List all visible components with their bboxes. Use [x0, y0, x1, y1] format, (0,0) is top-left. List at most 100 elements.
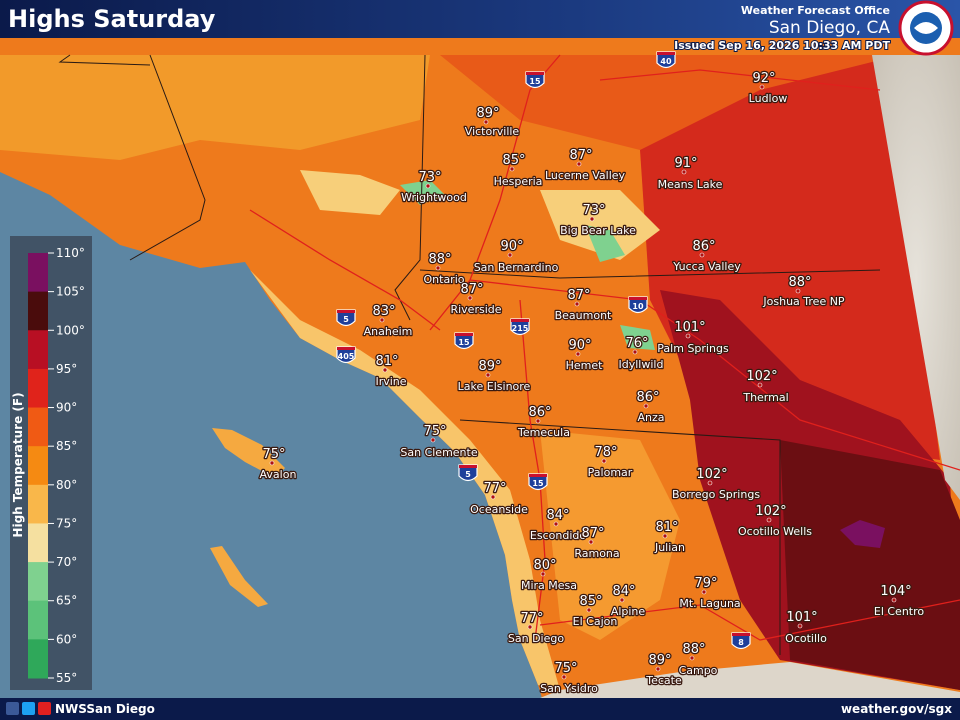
city-temp: 80°	[533, 558, 556, 573]
city-name: Yucca Valley	[672, 260, 741, 273]
highway-shield	[731, 632, 751, 650]
youtube-icon	[38, 702, 51, 715]
legend-label: 100°	[56, 323, 85, 337]
highway-number: 10	[632, 302, 644, 311]
city-temp: 78°	[594, 445, 617, 460]
city-dot	[490, 494, 496, 500]
city-dot	[586, 607, 592, 613]
city-dot	[655, 666, 661, 672]
city-name: Mira Mesa	[521, 579, 577, 592]
city-temp: 83°	[372, 304, 395, 319]
city-name: Anza	[637, 411, 664, 424]
city-name: El Centro	[874, 605, 925, 618]
county-line	[129, 54, 206, 261]
field-coolest	[400, 180, 655, 350]
city-name: Wrightwood	[401, 191, 467, 204]
city-name: Temecula	[517, 426, 570, 439]
highway-shield-top	[657, 52, 675, 55]
legend-label: 95°	[56, 362, 77, 376]
city-temp: 81°	[655, 520, 678, 535]
city-temp: 89°	[476, 106, 499, 121]
legend-label: 110°	[56, 246, 85, 260]
highway-shield	[528, 473, 548, 491]
county-line	[419, 269, 881, 279]
city-name: Ocotillo Wells	[738, 525, 812, 538]
city-dot	[685, 333, 691, 339]
county-line	[459, 419, 781, 655]
city-name: Hesperia	[494, 175, 543, 188]
legend-label: 60°	[56, 632, 77, 646]
highway-number: 5	[343, 315, 349, 324]
catalina-island	[212, 428, 285, 478]
highway-shield-top	[629, 297, 647, 300]
city-name: San Ysidro	[540, 682, 598, 695]
legend-swatch	[28, 562, 48, 602]
county-line	[394, 54, 426, 321]
header-title: Highs Saturday	[8, 5, 216, 33]
san-clemente-island	[210, 546, 268, 607]
footer-bar	[0, 698, 960, 720]
city-name: Lake Elsinore	[458, 380, 531, 393]
city-name: Means Lake	[658, 178, 723, 191]
city-temp: 102°	[755, 504, 786, 519]
city-dot	[269, 460, 275, 466]
county-lines	[58, 54, 881, 655]
city-dot	[681, 169, 687, 175]
city-temp: 89°	[478, 359, 501, 374]
city-dot	[759, 84, 765, 90]
highway-number: 405	[338, 352, 355, 361]
city-temp: 101°	[674, 320, 705, 335]
legend-swatch	[28, 253, 48, 293]
city-name: Ontario	[424, 273, 465, 286]
highway-shield	[510, 318, 530, 336]
city-dot	[435, 265, 441, 271]
highway-shield-top	[732, 633, 750, 636]
city-dot	[891, 597, 897, 603]
city-temp: 85°	[579, 594, 602, 609]
field-extreme	[780, 440, 960, 690]
highway-shield-top	[529, 474, 547, 477]
city-temp: 86°	[528, 405, 551, 420]
city-temp: 79°	[694, 576, 717, 591]
city-temp: 87°	[569, 148, 592, 163]
city-name: Borrego Springs	[672, 488, 760, 501]
city-dot	[535, 418, 541, 424]
city-name: Irvine	[375, 375, 406, 388]
legend-title: High Temperature (F)	[11, 392, 25, 537]
city-name: Oceanside	[470, 503, 528, 516]
city-dot	[509, 166, 515, 172]
highway-number: 15	[529, 77, 541, 86]
office-name: Weather Forecast Office	[741, 4, 890, 17]
city-temp: 85°	[502, 153, 525, 168]
highway-shield	[336, 346, 356, 364]
city-dot	[632, 349, 638, 355]
highway-number: 215	[512, 324, 529, 333]
twitter-icon	[22, 702, 35, 715]
legend-label: 105°	[56, 285, 85, 299]
legend-swatch	[28, 330, 48, 370]
city-name: Ramona	[574, 547, 619, 560]
header-bar	[0, 0, 960, 38]
legend-label: 75°	[56, 516, 77, 530]
facebook-icon	[6, 702, 19, 715]
city-name: Anaheim	[364, 325, 413, 338]
city-dot	[575, 351, 581, 357]
field-cool	[300, 170, 660, 260]
city-dot	[766, 517, 772, 523]
legend-label: 65°	[56, 594, 77, 608]
highway-shield-top	[337, 347, 355, 350]
legend-swatch	[28, 523, 48, 563]
legend-panel	[10, 236, 92, 690]
city-name: San Clemente	[400, 446, 477, 459]
city-dot	[797, 623, 803, 629]
road	[539, 599, 960, 641]
nws-logo-cloud	[914, 22, 938, 34]
city-name: Avalon	[260, 468, 297, 481]
city-temp: 102°	[746, 369, 777, 384]
highway-number: 8	[738, 638, 744, 647]
city-temp: 73°	[582, 203, 605, 218]
city-dot	[553, 521, 559, 527]
legend-label: 55°	[56, 671, 77, 685]
county-line	[58, 54, 151, 66]
